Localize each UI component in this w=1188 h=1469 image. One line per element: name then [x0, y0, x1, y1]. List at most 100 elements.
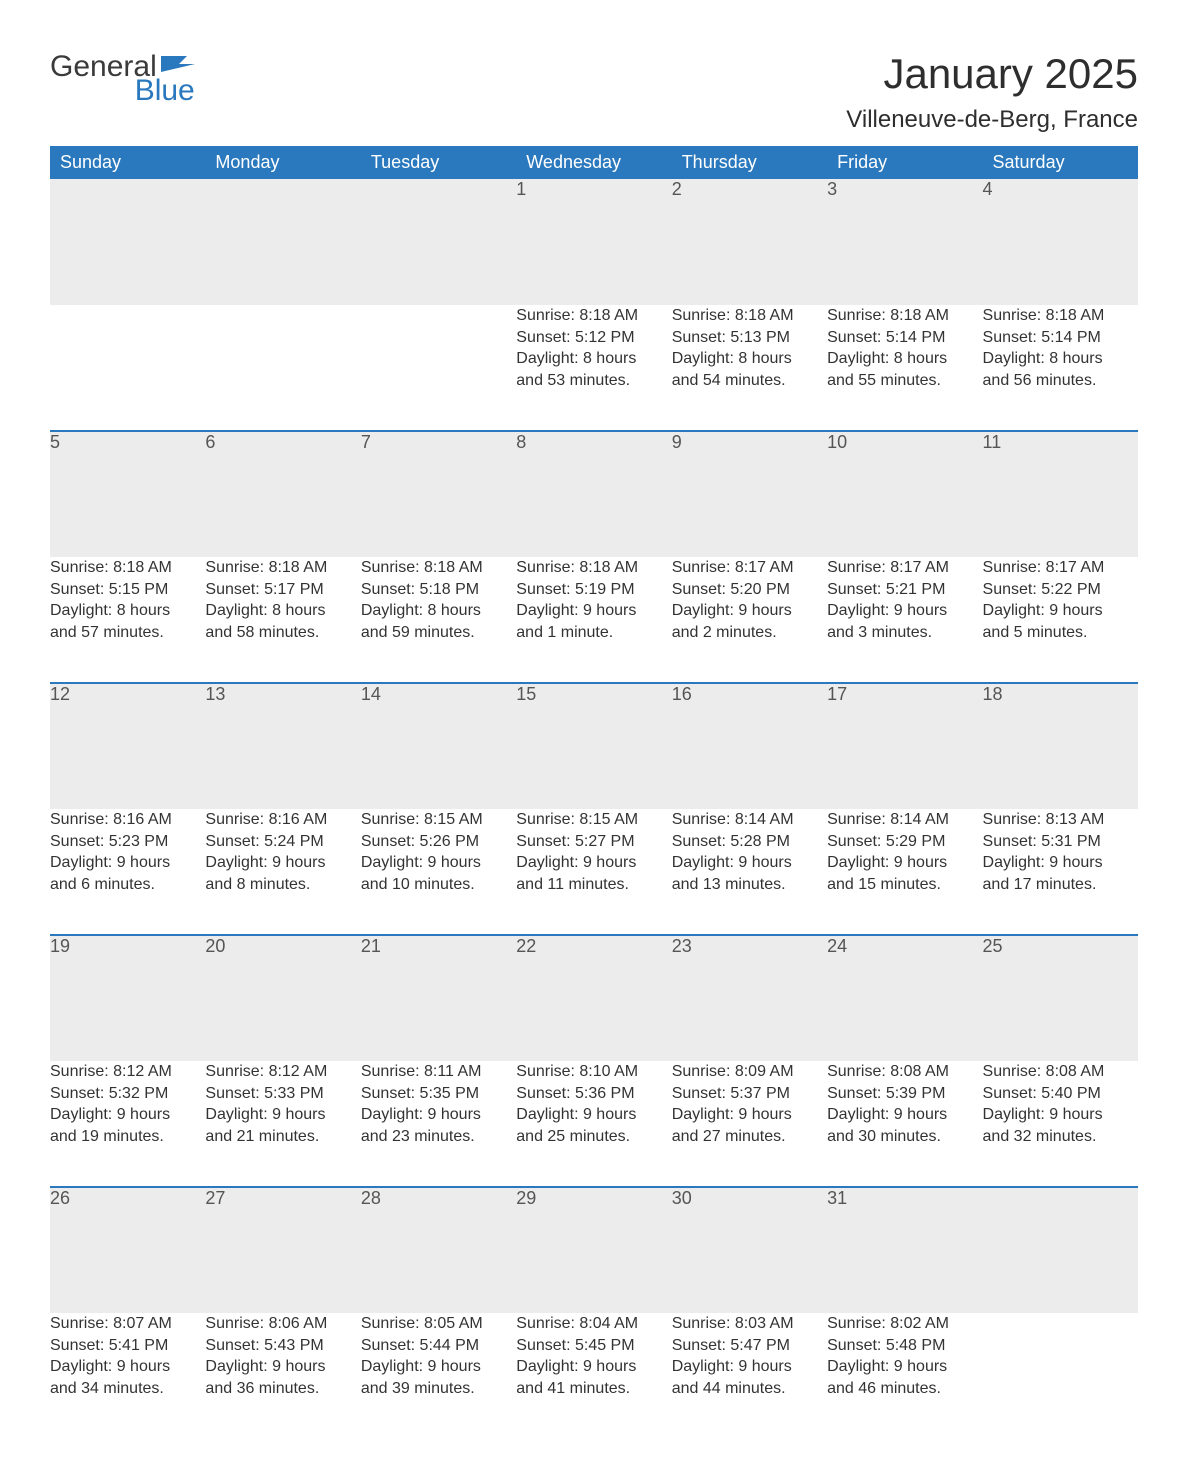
sunset-text: Sunset: 5:35 PM [361, 1083, 516, 1105]
day-detail-cell: Sunrise: 8:05 AMSunset: 5:44 PMDaylight:… [361, 1313, 516, 1439]
day-detail-cell [983, 1313, 1138, 1439]
daylight-text: Daylight: 9 hours [983, 1104, 1138, 1126]
sunrise-text: Sunrise: 8:14 AM [827, 809, 982, 831]
day-detail-row: Sunrise: 8:07 AMSunset: 5:41 PMDaylight:… [50, 1313, 1138, 1439]
daylight-text: Daylight: 9 hours [50, 1356, 205, 1378]
daylight-text: and 23 minutes. [361, 1126, 516, 1148]
day-number-cell: 30 [672, 1187, 827, 1313]
sunrise-text: Sunrise: 8:15 AM [361, 809, 516, 831]
daylight-text: Daylight: 8 hours [672, 348, 827, 370]
sunrise-text: Sunrise: 8:18 AM [50, 557, 205, 579]
day-number-cell: 26 [50, 1187, 205, 1313]
day-number-cell: 29 [516, 1187, 671, 1313]
sunset-text: Sunset: 5:36 PM [516, 1083, 671, 1105]
day-detail-cell: Sunrise: 8:02 AMSunset: 5:48 PMDaylight:… [827, 1313, 982, 1439]
daylight-text: Daylight: 9 hours [672, 1356, 827, 1378]
daylight-text: Daylight: 9 hours [361, 1104, 516, 1126]
day-detail-cell: Sunrise: 8:13 AMSunset: 5:31 PMDaylight:… [983, 809, 1138, 935]
sunset-text: Sunset: 5:27 PM [516, 831, 671, 853]
weekday-header: Saturday [983, 146, 1138, 179]
day-detail-cell [205, 305, 360, 431]
daylight-text: and 1 minute. [516, 622, 671, 644]
day-number-cell: 24 [827, 935, 982, 1061]
day-detail-row: Sunrise: 8:18 AMSunset: 5:15 PMDaylight:… [50, 557, 1138, 683]
title-block: January 2025 Villeneuve-de-Berg, France [846, 50, 1138, 134]
day-number-cell [50, 179, 205, 305]
daylight-text: Daylight: 9 hours [516, 1356, 671, 1378]
day-number-cell: 31 [827, 1187, 982, 1313]
sunrise-text: Sunrise: 8:18 AM [516, 557, 671, 579]
daylight-text: Daylight: 8 hours [983, 348, 1138, 370]
sunrise-text: Sunrise: 8:03 AM [672, 1313, 827, 1335]
day-number-cell [983, 1187, 1138, 1313]
day-detail-cell: Sunrise: 8:12 AMSunset: 5:32 PMDaylight:… [50, 1061, 205, 1187]
sunrise-text: Sunrise: 8:18 AM [205, 557, 360, 579]
day-number-cell [361, 179, 516, 305]
day-detail-row: Sunrise: 8:16 AMSunset: 5:23 PMDaylight:… [50, 809, 1138, 935]
day-number-cell: 10 [827, 431, 982, 557]
sunset-text: Sunset: 5:31 PM [983, 831, 1138, 853]
weekday-header: Tuesday [361, 146, 516, 179]
day-detail-cell: Sunrise: 8:15 AMSunset: 5:27 PMDaylight:… [516, 809, 671, 935]
daylight-text: and 59 minutes. [361, 622, 516, 644]
sunrise-text: Sunrise: 8:09 AM [672, 1061, 827, 1083]
day-number-cell: 8 [516, 431, 671, 557]
day-number-cell: 16 [672, 683, 827, 809]
daylight-text: Daylight: 8 hours [516, 348, 671, 370]
sunrise-text: Sunrise: 8:17 AM [827, 557, 982, 579]
weekday-header: Thursday [672, 146, 827, 179]
sunset-text: Sunset: 5:21 PM [827, 579, 982, 601]
sunset-text: Sunset: 5:29 PM [827, 831, 982, 853]
day-number-cell: 4 [983, 179, 1138, 305]
sunrise-text: Sunrise: 8:12 AM [205, 1061, 360, 1083]
day-detail-cell: Sunrise: 8:18 AMSunset: 5:18 PMDaylight:… [361, 557, 516, 683]
day-detail-cell: Sunrise: 8:03 AMSunset: 5:47 PMDaylight:… [672, 1313, 827, 1439]
sunset-text: Sunset: 5:22 PM [983, 579, 1138, 601]
sunrise-text: Sunrise: 8:18 AM [361, 557, 516, 579]
sunset-text: Sunset: 5:48 PM [827, 1335, 982, 1357]
sunrise-text: Sunrise: 8:08 AM [827, 1061, 982, 1083]
day-number-cell: 1 [516, 179, 671, 305]
daylight-text: and 58 minutes. [205, 622, 360, 644]
sunrise-text: Sunrise: 8:06 AM [205, 1313, 360, 1335]
day-detail-cell: Sunrise: 8:07 AMSunset: 5:41 PMDaylight:… [50, 1313, 205, 1439]
daylight-text: and 53 minutes. [516, 370, 671, 392]
daylight-text: and 57 minutes. [50, 622, 205, 644]
day-detail-cell: Sunrise: 8:15 AMSunset: 5:26 PMDaylight:… [361, 809, 516, 935]
daylight-text: and 5 minutes. [983, 622, 1138, 644]
sunset-text: Sunset: 5:43 PM [205, 1335, 360, 1357]
daylight-text: Daylight: 9 hours [983, 600, 1138, 622]
day-detail-cell: Sunrise: 8:06 AMSunset: 5:43 PMDaylight:… [205, 1313, 360, 1439]
daylight-text: Daylight: 8 hours [205, 600, 360, 622]
day-detail-cell [50, 305, 205, 431]
sunset-text: Sunset: 5:20 PM [672, 579, 827, 601]
daylight-text: and 46 minutes. [827, 1378, 982, 1400]
sunset-text: Sunset: 5:17 PM [205, 579, 360, 601]
day-detail-cell: Sunrise: 8:10 AMSunset: 5:36 PMDaylight:… [516, 1061, 671, 1187]
day-number-cell: 3 [827, 179, 982, 305]
day-number-cell: 18 [983, 683, 1138, 809]
daylight-text: Daylight: 9 hours [516, 852, 671, 874]
sunset-text: Sunset: 5:26 PM [361, 831, 516, 853]
logo-text-blue: Blue [50, 76, 195, 106]
sunrise-text: Sunrise: 8:14 AM [672, 809, 827, 831]
daylight-text: Daylight: 9 hours [205, 1104, 360, 1126]
sunset-text: Sunset: 5:32 PM [50, 1083, 205, 1105]
sunset-text: Sunset: 5:28 PM [672, 831, 827, 853]
daylight-text: and 3 minutes. [827, 622, 982, 644]
daylight-text: and 54 minutes. [672, 370, 827, 392]
sunrise-text: Sunrise: 8:18 AM [672, 305, 827, 327]
sunrise-text: Sunrise: 8:05 AM [361, 1313, 516, 1335]
sunset-text: Sunset: 5:33 PM [205, 1083, 360, 1105]
sunset-text: Sunset: 5:24 PM [205, 831, 360, 853]
daylight-text: Daylight: 9 hours [672, 600, 827, 622]
day-number-row: 12131415161718 [50, 683, 1138, 809]
day-detail-cell: Sunrise: 8:17 AMSunset: 5:21 PMDaylight:… [827, 557, 982, 683]
day-detail-row: Sunrise: 8:18 AMSunset: 5:12 PMDaylight:… [50, 305, 1138, 431]
daylight-text: and 32 minutes. [983, 1126, 1138, 1148]
day-detail-cell: Sunrise: 8:08 AMSunset: 5:39 PMDaylight:… [827, 1061, 982, 1187]
sunset-text: Sunset: 5:39 PM [827, 1083, 982, 1105]
day-detail-cell: Sunrise: 8:18 AMSunset: 5:14 PMDaylight:… [827, 305, 982, 431]
weekday-header-row: Sunday Monday Tuesday Wednesday Thursday… [50, 146, 1138, 179]
sunset-text: Sunset: 5:14 PM [827, 327, 982, 349]
